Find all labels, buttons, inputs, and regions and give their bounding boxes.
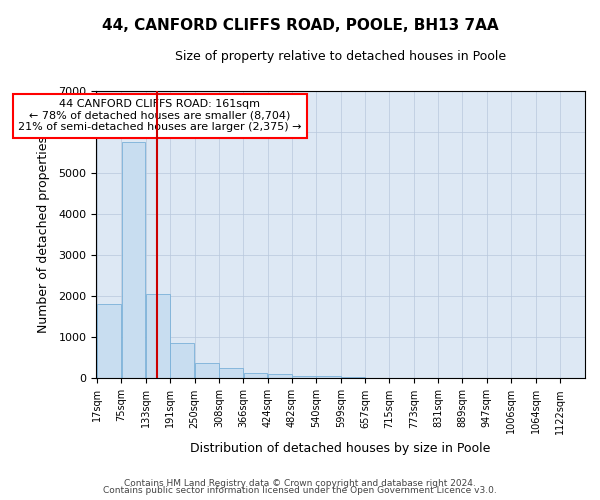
Bar: [341, 377, 365, 378]
Bar: [146, 294, 170, 378]
Bar: [195, 363, 219, 378]
Bar: [97, 304, 121, 378]
Bar: [244, 373, 268, 378]
Text: Contains HM Land Registry data © Crown copyright and database right 2024.: Contains HM Land Registry data © Crown c…: [124, 478, 476, 488]
Text: 44 CANFORD CLIFFS ROAD: 161sqm
← 78% of detached houses are smaller (8,704)
21% : 44 CANFORD CLIFFS ROAD: 161sqm ← 78% of …: [18, 99, 302, 132]
Y-axis label: Number of detached properties: Number of detached properties: [37, 136, 50, 333]
Bar: [292, 376, 316, 378]
Bar: [170, 344, 194, 378]
Bar: [268, 374, 292, 378]
Text: 44, CANFORD CLIFFS ROAD, POOLE, BH13 7AA: 44, CANFORD CLIFFS ROAD, POOLE, BH13 7AA: [101, 18, 499, 32]
Text: Contains public sector information licensed under the Open Government Licence v3: Contains public sector information licen…: [103, 486, 497, 495]
Title: Size of property relative to detached houses in Poole: Size of property relative to detached ho…: [175, 50, 506, 63]
X-axis label: Distribution of detached houses by size in Poole: Distribution of detached houses by size …: [190, 442, 491, 455]
Bar: [219, 368, 243, 378]
Bar: [122, 142, 145, 378]
Bar: [316, 376, 341, 378]
